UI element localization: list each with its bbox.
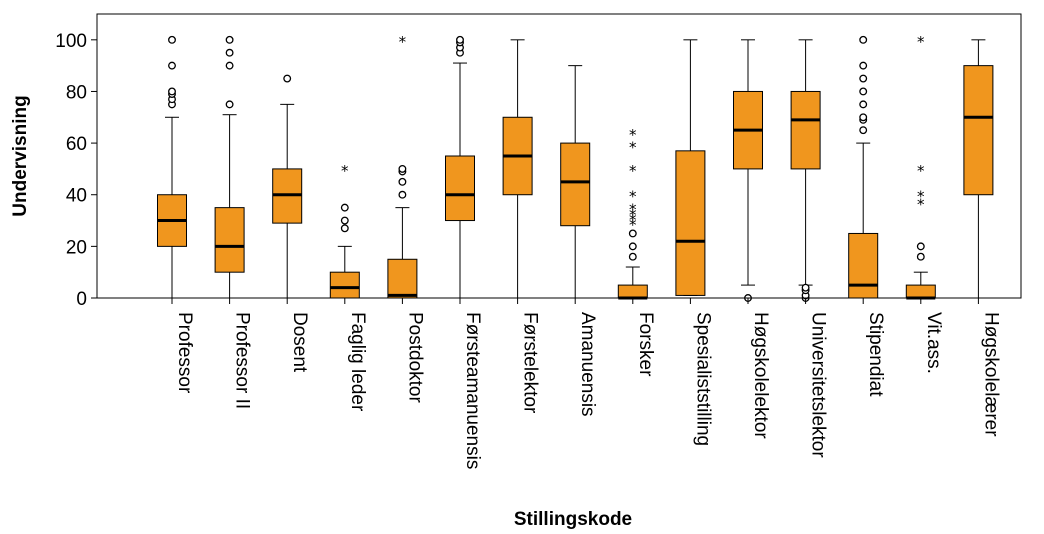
- outlier-point: [225, 35, 234, 44]
- x-tick-label: Amanuensis: [577, 312, 598, 417]
- extreme-point: *: [629, 188, 637, 206]
- extreme-point: *: [341, 162, 349, 180]
- y-axis-title: Undervisning: [10, 95, 31, 216]
- outlier-point: [859, 100, 868, 109]
- outlier-point: [340, 216, 349, 225]
- outlier-point: [859, 74, 868, 83]
- x-tick-label: Dosent: [289, 312, 310, 373]
- box-12: [790, 39, 821, 302]
- outlier-point: [398, 177, 407, 186]
- outlier-point: [628, 252, 637, 261]
- extreme-point: *: [629, 139, 637, 157]
- x-axis-title: Stillingskode: [514, 509, 632, 530]
- outlier-point: [916, 242, 925, 251]
- y-tick-label: 100: [55, 31, 87, 52]
- outlier-point: [859, 113, 868, 122]
- x-axis-tick-labels: Professor Professor II Dosent Faglig leder P…: [171, 298, 1001, 469]
- outlier-point: [398, 190, 407, 199]
- x-tick-label: Høgskolelektor: [750, 312, 771, 439]
- outlier-point: [225, 100, 234, 109]
- box-7: [502, 39, 533, 299]
- outlier-point: [628, 242, 637, 251]
- outlier-point: [859, 126, 868, 135]
- box-iqr: [675, 150, 706, 296]
- box-3: [272, 74, 303, 299]
- outlier-point: [456, 35, 464, 44]
- box-iqr: [963, 65, 994, 196]
- box-4: *: [329, 162, 360, 299]
- y-tick-label: 40: [66, 186, 87, 207]
- x-tick-label: Spesialiststilling: [692, 312, 713, 446]
- x-tick-label: Professor: [174, 312, 195, 394]
- outlier-point: [225, 48, 234, 57]
- outlier-point: [340, 224, 349, 233]
- y-tick-label: 20: [66, 237, 87, 258]
- outlier-point: [859, 87, 868, 96]
- outlier-point: [168, 61, 176, 70]
- x-tick-label: Postdoktor: [404, 312, 425, 403]
- outlier-point: [225, 61, 234, 70]
- plot-frame: [96, 13, 1022, 299]
- x-tick-label: Forsker: [635, 312, 656, 377]
- box-11: [733, 39, 763, 302]
- box-2: [214, 35, 245, 299]
- box-iqr: [329, 271, 360, 299]
- outlier-point: [168, 35, 176, 44]
- box-1: [157, 35, 187, 299]
- box-9: ********: [617, 126, 648, 300]
- extreme-point: *: [917, 162, 925, 180]
- box-iqr: [617, 284, 648, 299]
- outlier-point: [859, 61, 868, 70]
- extreme-point: *: [629, 206, 637, 224]
- extreme-point: *: [629, 211, 637, 229]
- extreme-point: *: [629, 201, 637, 219]
- outlier-point: [801, 283, 810, 292]
- outlier-point: [916, 252, 925, 261]
- box-14: ****: [905, 33, 936, 300]
- x-tick-label: Førstelektor: [520, 312, 541, 414]
- outlier-point: [398, 164, 407, 173]
- x-tick-label: Høgskolelærer: [980, 312, 1001, 437]
- x-tick-label: Faglig leder: [347, 312, 368, 412]
- y-tick-label: 60: [66, 134, 87, 155]
- box-iqr: [445, 155, 475, 222]
- box-15: [963, 39, 994, 299]
- extreme-point: *: [917, 188, 925, 206]
- outlier-point: [340, 203, 349, 212]
- outlier-point: [168, 87, 176, 96]
- outlier-point: [628, 229, 637, 238]
- extreme-point: *: [629, 162, 637, 180]
- boxes: **************: [157, 33, 994, 302]
- y-axis-ticks: 0 20 40 60 80 100: [55, 31, 97, 310]
- box-iqr: [848, 232, 879, 299]
- y-tick-label: 80: [66, 82, 87, 103]
- box-5: *: [387, 33, 418, 299]
- y-tick-label: 0: [76, 289, 87, 310]
- x-tick-label: Vit.ass.: [923, 312, 944, 374]
- box-iqr: [387, 258, 418, 299]
- outlier-point: [283, 74, 292, 83]
- x-tick-label: Førsteamanuensis: [462, 312, 483, 469]
- x-tick-label: Stipendiat: [865, 312, 886, 397]
- box-iqr: [214, 207, 245, 273]
- extreme-point: *: [917, 195, 925, 213]
- box-10: [675, 39, 706, 296]
- extreme-point: *: [629, 126, 637, 144]
- box-iqr: [560, 142, 591, 227]
- x-tick-label: Professor II: [232, 312, 253, 409]
- box-8: [560, 65, 591, 299]
- box-iqr: [790, 90, 821, 170]
- outlier-point: [859, 35, 868, 44]
- extreme-point: *: [399, 33, 407, 51]
- extreme-point: *: [629, 216, 637, 234]
- box-13: [848, 35, 879, 299]
- extreme-point: *: [917, 33, 925, 51]
- box-iqr: [905, 284, 936, 299]
- box-6: [445, 35, 475, 299]
- x-tick-label: Universitetslektor: [808, 312, 829, 458]
